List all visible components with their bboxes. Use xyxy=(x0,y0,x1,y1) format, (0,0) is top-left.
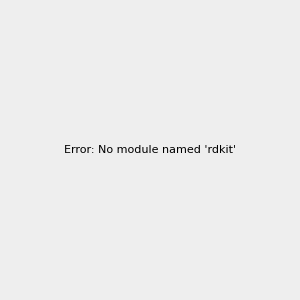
Text: Error: No module named 'rdkit': Error: No module named 'rdkit' xyxy=(64,145,236,155)
